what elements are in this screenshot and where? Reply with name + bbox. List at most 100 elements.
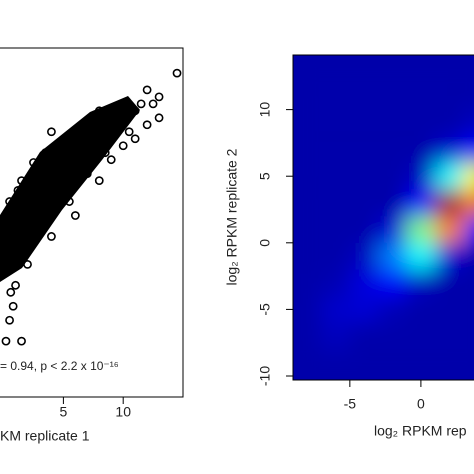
heat-cell [321, 349, 350, 377]
heatmap-cells [293, 56, 474, 377]
heat-cell [378, 109, 407, 137]
heat-cell [349, 136, 379, 163]
heat-cell [463, 109, 474, 137]
y-axis-label: log₂ RPKM replicate 2 [224, 148, 240, 285]
heat-cell [463, 296, 474, 323]
heatmap-area [293, 55, 474, 380]
heat-cell [463, 349, 474, 377]
heat-cell [463, 136, 474, 163]
point [88, 155, 98, 165]
point [11, 225, 20, 234]
point [142, 85, 152, 95]
heat-cell [293, 56, 322, 83]
point [58, 169, 68, 179]
heat-cell [321, 109, 350, 137]
heat-cell [463, 242, 474, 270]
heat-cell [293, 189, 322, 217]
point [154, 113, 164, 123]
heat-cell [406, 162, 436, 190]
heat-cell [435, 296, 464, 323]
heat-cell [463, 189, 474, 217]
heat-cell [378, 136, 407, 163]
point [118, 141, 128, 151]
x-tick-label: 0 [417, 396, 425, 412]
heat-cell [463, 322, 474, 350]
heat-cell [378, 349, 407, 377]
x-tick-label: 5 [59, 404, 67, 420]
y-tick-label: 10 [257, 102, 273, 118]
heat-cell [378, 189, 407, 217]
heat-cell [378, 296, 407, 323]
heat-cell [349, 242, 379, 270]
annotation: = 0.94, p < 2.2 x 10⁻¹⁶ [0, 359, 119, 373]
heat-cell [435, 162, 464, 190]
heat-cell [463, 56, 474, 83]
heat-cell [321, 82, 350, 110]
heat-cell [406, 136, 436, 163]
heat-cell [321, 322, 350, 350]
heat-cell [349, 349, 379, 377]
heat-cell [293, 322, 322, 350]
heat-cell [406, 349, 436, 377]
point [130, 134, 140, 144]
heat-cell [463, 216, 474, 243]
point [118, 99, 128, 109]
heat-cell [293, 296, 322, 323]
heat-cell [378, 322, 407, 350]
heat-cell [378, 56, 407, 83]
dense-core [0, 96, 140, 282]
heat-cell [378, 216, 407, 243]
point [8, 301, 18, 311]
heat-cell [321, 136, 350, 163]
heat-cell [435, 269, 464, 297]
heat-cell [435, 82, 464, 110]
x-tick-label: 10 [115, 404, 131, 420]
point [70, 127, 80, 137]
heat-cell [321, 242, 350, 270]
point [47, 127, 56, 137]
heat-cell [293, 82, 322, 110]
point [6, 287, 16, 297]
heat-cell [406, 269, 436, 297]
heat-cell [293, 216, 322, 243]
heat-cell [321, 162, 350, 190]
plot-frame [292, 54, 474, 381]
point [82, 169, 92, 179]
point [148, 99, 158, 109]
heat-cell [293, 242, 322, 270]
heat-cell [463, 162, 474, 190]
heat-cell [349, 56, 379, 83]
point [13, 185, 23, 195]
point [94, 106, 104, 116]
point [58, 183, 68, 192]
heat-cell [349, 82, 379, 110]
heat-cell [293, 162, 322, 190]
point [35, 190, 44, 199]
heat-cell [406, 82, 436, 110]
heat-cell [406, 322, 436, 350]
heat-cell [378, 82, 407, 110]
heat-cell [406, 189, 436, 217]
point [1, 336, 11, 346]
heat-cell [435, 216, 464, 243]
heat-cell [349, 109, 379, 137]
point [11, 280, 20, 290]
heat-cell [435, 136, 464, 163]
heat-cell [349, 269, 379, 297]
point [112, 120, 122, 130]
point [64, 197, 74, 206]
y-tick-label: -10 [257, 366, 273, 386]
heat-cell [406, 56, 436, 83]
heat-cell [321, 189, 350, 217]
y-tick-label: 0 [257, 239, 273, 247]
x-axis-label: KM replicate 1 [0, 428, 90, 444]
heat-cell [378, 162, 407, 190]
point [5, 197, 14, 206]
heat-cell [321, 216, 350, 243]
point [29, 158, 38, 167]
point [106, 155, 116, 165]
point [2, 239, 12, 248]
heat-cell [406, 216, 436, 243]
point [154, 92, 164, 102]
